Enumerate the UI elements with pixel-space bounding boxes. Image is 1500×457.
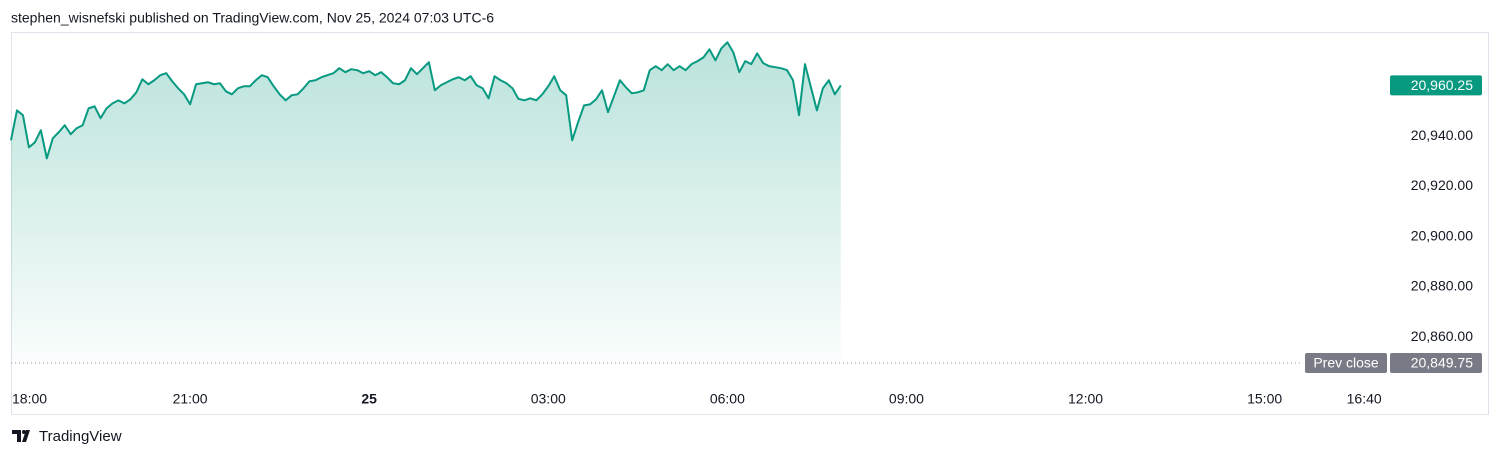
price-line [10, 41, 842, 160]
x-tick-label: 25 [361, 391, 377, 407]
area-fill [11, 42, 841, 364]
x-tick-label: 12:00 [1068, 391, 1103, 407]
last-price-value: 20,960.25 [1411, 77, 1473, 93]
x-tick-label: 06:00 [710, 391, 745, 407]
prev-close-value-tag [1390, 353, 1482, 374]
header: stephen_wisnefski published on TradingVi… [11, 10, 494, 26]
last-price-tag [1390, 75, 1482, 96]
x-tick-label: 21:00 [173, 391, 208, 407]
y-tick-label: 20,920.00 [1411, 177, 1473, 193]
x-tick-label: 18:00 [12, 391, 47, 407]
y-tick-label: 20,860.00 [1411, 328, 1473, 344]
y-tick-label: 20,940.00 [1411, 127, 1473, 143]
y-tick-label: 20,900.00 [1411, 227, 1473, 243]
footer-logo [12, 430, 30, 442]
y-tick-label: 20,880.00 [1411, 278, 1473, 294]
footer-brand[interactable]: TradingView [39, 428, 122, 445]
x-tick-label: 15:00 [1247, 391, 1282, 407]
x-tick-label: 03:00 [531, 391, 566, 407]
prev-close-name: Prev close [1313, 355, 1379, 371]
x-tick-label: 09:00 [889, 391, 924, 407]
prev-close-tag [1305, 353, 1387, 374]
x-tick-label: 16:40 [1347, 391, 1382, 407]
prev-close-value: 20,849.75 [1411, 355, 1473, 371]
